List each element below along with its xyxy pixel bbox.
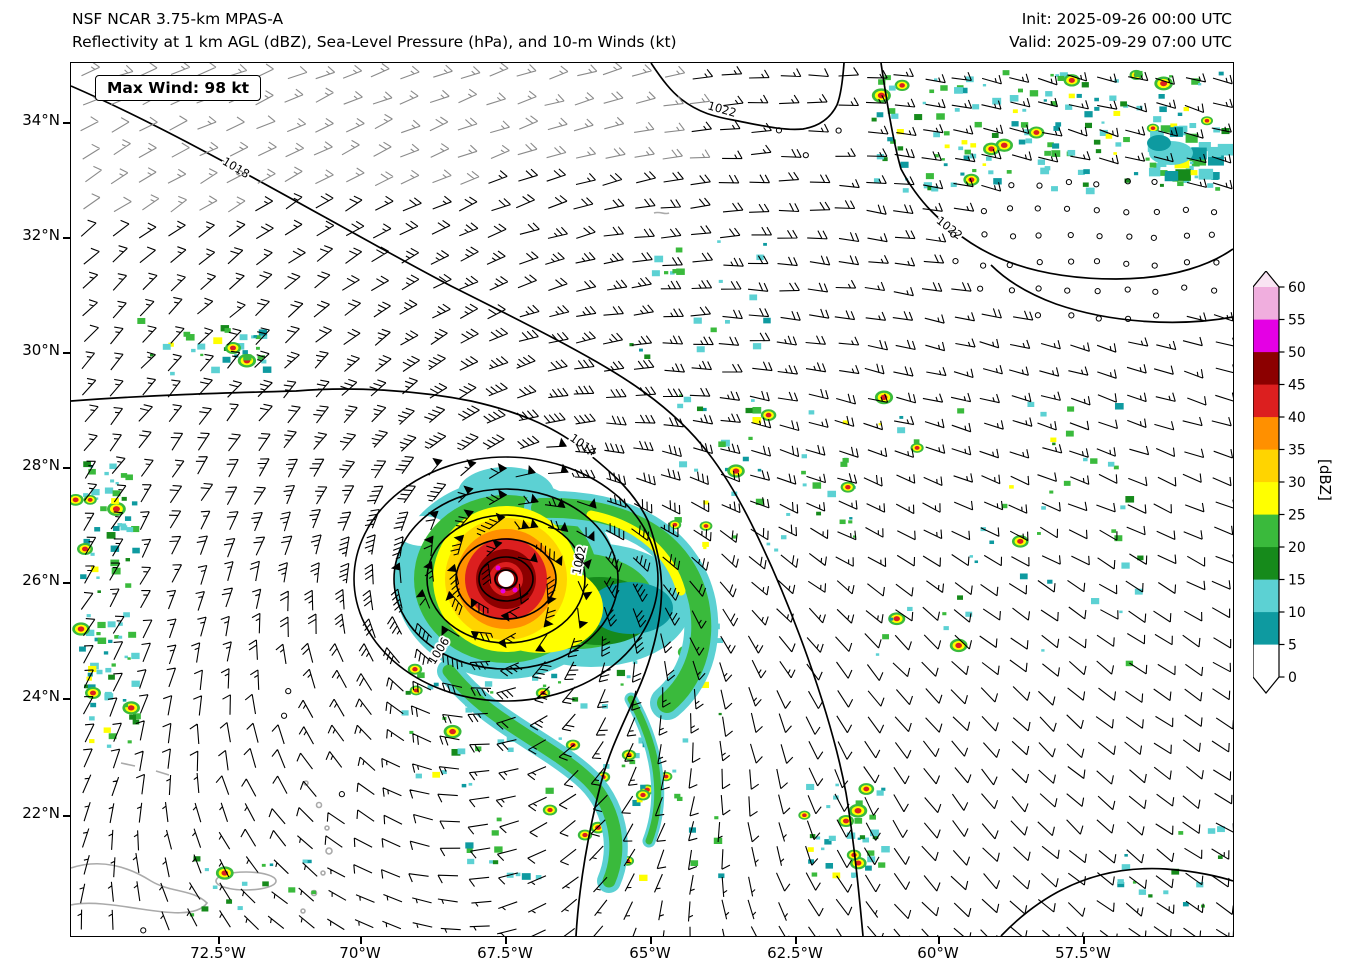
x-tick-mark: [795, 937, 797, 944]
y-tick-label: 34°N: [22, 111, 60, 129]
y-tick-label: 24°N: [22, 687, 60, 705]
x-tick-mark: [505, 937, 507, 944]
colorbar-tick-label: 15: [1288, 573, 1306, 589]
title-block-right: Init: 2025-09-26 00:00 UTC Valid: 2025-0…: [1009, 8, 1232, 54]
x-tick-mark: [360, 937, 362, 944]
y-tick-label: 26°N: [22, 571, 60, 589]
colorbar-tick-label: 25: [1288, 508, 1306, 524]
y-tick-label: 32°N: [22, 226, 60, 244]
colorbar-canvas: 0 5 10 15 20 25 30 35 40 45 50 55 60: [1252, 270, 1306, 694]
y-tick-mark: [63, 237, 70, 239]
y-tick-mark: [63, 815, 70, 817]
title-block-left: NSF NCAR 3.75-km MPAS-A Reflectivity at …: [72, 8, 677, 54]
colorbar-tick-label: 30: [1288, 475, 1306, 491]
colorbar-tick-label: 0: [1288, 670, 1297, 686]
y-tick-label: 30°N: [22, 341, 60, 359]
valid-time: Valid: 2025-09-29 07:00 UTC: [1009, 33, 1232, 51]
y-tick-label: 22°N: [22, 804, 60, 822]
max-wind-badge: Max Wind: 98 kt: [95, 75, 262, 101]
y-tick-mark: [63, 467, 70, 469]
x-tick-label: 65°W: [629, 944, 671, 962]
map-plot: 1018 1022 1022 1014 1006 1002 Max Wind: 98 kt: [70, 62, 1234, 937]
x-tick-mark: [1083, 937, 1085, 944]
x-tick-label: 70°W: [339, 944, 381, 962]
x-tick-label: 72.5°W: [190, 944, 246, 962]
x-tick-label: 67.5°W: [477, 944, 533, 962]
y-tick-mark: [63, 122, 70, 124]
colorbar: 0 5 10 15 20 25 30 35 40 45 50 55 60: [1252, 270, 1325, 701]
colorbar-label: [dBZ]: [1316, 459, 1334, 501]
colorbar-tick-label: 50: [1288, 345, 1306, 361]
colorbar-tick-label: 40: [1288, 410, 1306, 426]
x-tick-label: 57.5°W: [1055, 944, 1111, 962]
colorbar-tick-label: 20: [1288, 540, 1306, 556]
init-time: Init: 2025-09-26 00:00 UTC: [1021, 10, 1232, 28]
y-tick-mark: [63, 698, 70, 700]
colorbar-tick-label: 35: [1288, 443, 1306, 459]
coastlines: [71, 211, 670, 914]
fields-title: Reflectivity at 1 km AGL (dBZ), Sea-Leve…: [72, 33, 677, 51]
x-tick-mark: [218, 937, 220, 944]
x-tick-mark: [938, 937, 940, 944]
y-tick-mark: [63, 352, 70, 354]
colorbar-tick-label: 55: [1288, 313, 1306, 329]
x-tick-mark: [650, 937, 652, 944]
model-title: NSF NCAR 3.75-km MPAS-A: [72, 10, 284, 28]
y-tick-label: 28°N: [22, 456, 60, 474]
colorbar-tick-label: 60: [1288, 280, 1306, 296]
colorbar-tick-label: 10: [1288, 605, 1306, 621]
x-tick-label: 62.5°W: [767, 944, 823, 962]
reflectivity-specks: [71, 69, 1233, 917]
wind-barbs: [77, 63, 1233, 936]
y-tick-mark: [63, 582, 70, 584]
x-tick-label: 60°W: [917, 944, 959, 962]
colorbar-tick-label: 5: [1288, 638, 1297, 654]
colorbar-tick-label: 45: [1288, 378, 1306, 394]
